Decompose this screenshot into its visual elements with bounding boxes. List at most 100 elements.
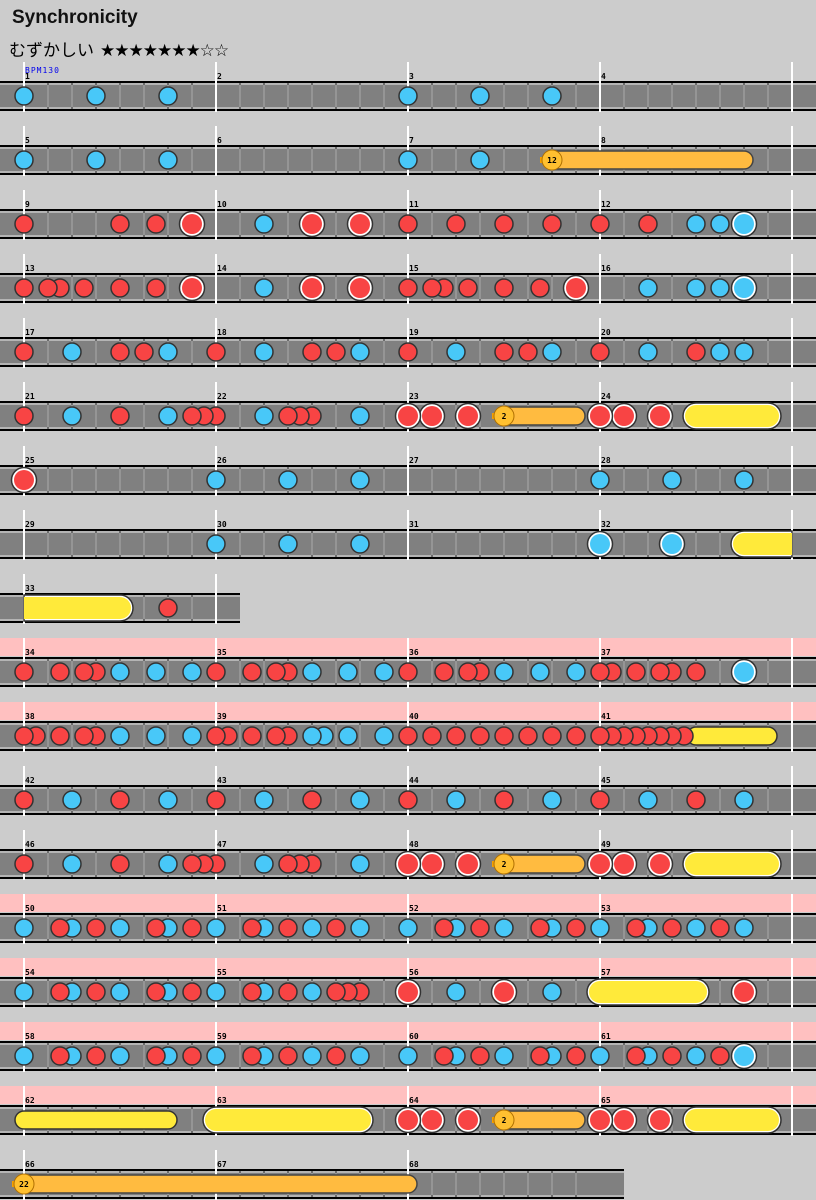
difficulty-line: むずかしい ★★★★★★★☆☆ <box>9 36 234 61</box>
don-note <box>146 982 166 1002</box>
balloon-head-icon <box>541 149 563 171</box>
ka-note <box>62 790 82 810</box>
note-face <box>422 854 442 874</box>
big-ka-note <box>730 1042 758 1070</box>
don-note <box>242 726 262 746</box>
don-note <box>14 278 34 298</box>
don-note <box>74 662 94 682</box>
don-note <box>182 406 202 426</box>
measure-number: 54 <box>25 968 35 977</box>
don-note <box>686 342 706 362</box>
measure-number: 7 <box>409 136 414 145</box>
don-note <box>326 918 346 938</box>
balloon-head-icon <box>13 1173 35 1195</box>
ka-note <box>350 342 370 362</box>
don-note <box>206 662 226 682</box>
ka-note <box>254 214 274 234</box>
measure-number: 41 <box>601 712 611 721</box>
measure-number: 56 <box>409 968 419 977</box>
don-note <box>242 918 262 938</box>
measure-number: 60 <box>409 1032 419 1041</box>
don-note <box>590 214 610 234</box>
big-don-note <box>610 850 638 878</box>
big-don-note <box>394 1106 422 1134</box>
ka-note <box>470 150 490 170</box>
ka-note <box>302 1046 322 1066</box>
ka-note <box>494 918 514 938</box>
ka-note <box>686 214 706 234</box>
don-note <box>470 1046 490 1066</box>
ka-note <box>350 1046 370 1066</box>
don-note <box>182 918 202 938</box>
ka-note <box>110 982 130 1002</box>
ka-note <box>14 918 34 938</box>
don-note <box>134 342 154 362</box>
note-face <box>734 982 754 1002</box>
big-don-note <box>418 1106 446 1134</box>
don-note <box>662 1046 682 1066</box>
big-drumroll-fill <box>685 853 779 875</box>
don-note <box>398 214 418 234</box>
big-don-note <box>454 402 482 430</box>
measure-number: 16 <box>601 264 611 273</box>
ka-note <box>542 982 562 1002</box>
big-don-note <box>730 978 758 1006</box>
measure-number: 6 <box>217 136 222 145</box>
measure-number: 19 <box>409 328 419 337</box>
don-note <box>50 662 70 682</box>
ka-note <box>254 406 274 426</box>
don-note <box>638 214 658 234</box>
measure-number: 33 <box>25 584 35 593</box>
big-ka-note <box>730 210 758 238</box>
don-note <box>326 1046 346 1066</box>
measure-number: 25 <box>25 456 35 465</box>
ka-note <box>278 470 298 490</box>
measure-number: 62 <box>25 1096 35 1105</box>
measure-number: 51 <box>217 904 227 913</box>
don-note <box>146 214 166 234</box>
note-face <box>734 1046 754 1066</box>
don-note <box>242 1046 262 1066</box>
big-drumroll-fill <box>589 981 707 1003</box>
measure-number: 52 <box>409 904 419 913</box>
ka-note <box>662 470 682 490</box>
measure-number: 29 <box>25 520 35 529</box>
ka-note <box>206 1046 226 1066</box>
ka-note <box>206 470 226 490</box>
ka-note <box>86 150 106 170</box>
don-note <box>302 342 322 362</box>
ka-note <box>566 662 586 682</box>
note-face <box>734 214 754 234</box>
don-note <box>470 918 490 938</box>
don-note <box>278 982 298 1002</box>
ka-note <box>734 470 754 490</box>
measure-number: 39 <box>217 712 227 721</box>
ka-note <box>734 918 754 938</box>
measure-number: 61 <box>601 1032 611 1041</box>
measure-number: 18 <box>217 328 227 337</box>
don-note <box>110 214 130 234</box>
ka-note <box>710 342 730 362</box>
don-note <box>530 918 550 938</box>
measure-number: 65 <box>601 1096 611 1105</box>
measure-number: 57 <box>601 968 611 977</box>
difficulty-stars: ★★★★★★★☆☆ <box>100 41 229 61</box>
difficulty-label: むずかしい <box>9 41 94 61</box>
measure-number: 17 <box>25 328 35 337</box>
balloon-count: 2 <box>502 1116 507 1125</box>
big-don-note <box>562 274 590 302</box>
measure-number: 2 <box>217 72 222 81</box>
ka-note <box>182 662 202 682</box>
ka-note <box>398 86 418 106</box>
note-face <box>350 214 370 234</box>
ka-note <box>374 662 394 682</box>
ka-note <box>470 86 490 106</box>
don-note <box>398 278 418 298</box>
note-face <box>590 1110 610 1130</box>
note-face <box>422 1110 442 1130</box>
ka-note <box>338 726 358 746</box>
ka-note <box>350 470 370 490</box>
don-note <box>398 342 418 362</box>
note-face <box>590 534 610 554</box>
